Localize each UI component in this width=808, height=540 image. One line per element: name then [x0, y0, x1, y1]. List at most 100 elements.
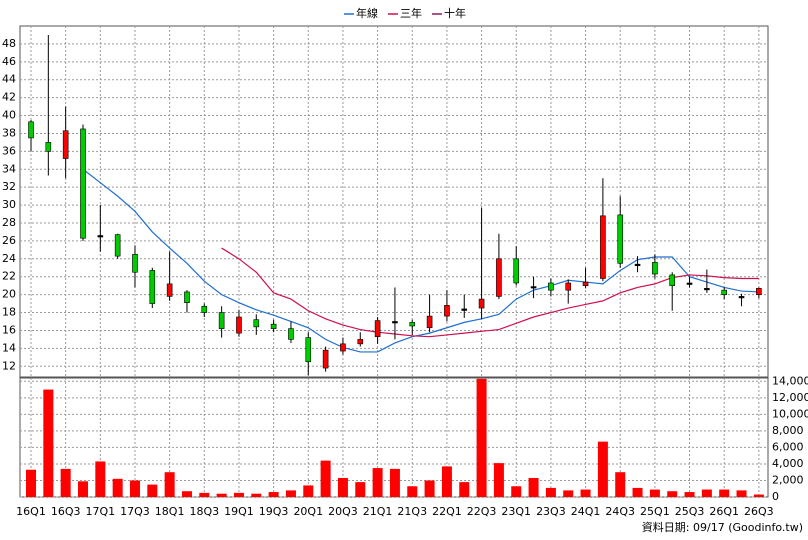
y-tick-label: 14	[2, 341, 16, 354]
y-tick-label: 28	[2, 216, 16, 229]
x-tick-label: 16Q1	[16, 505, 46, 518]
candle-body	[738, 296, 745, 299]
legend-label: 十年	[444, 6, 466, 20]
volume-bar	[199, 492, 210, 497]
candle-body	[530, 286, 537, 289]
candle-body	[565, 282, 572, 291]
volume-bar	[233, 492, 244, 497]
volume-bar	[441, 466, 452, 497]
x-tick-label: 18Q3	[189, 505, 219, 518]
candle-body	[461, 308, 468, 311]
x-tick-label: 18Q1	[155, 505, 185, 518]
candle-body	[600, 215, 606, 279]
candle-body	[357, 339, 364, 345]
volume-bar	[285, 490, 296, 497]
x-tick-label: 25Q1	[640, 505, 670, 518]
candle-body	[97, 235, 104, 238]
candle-body	[756, 288, 762, 295]
candle-body	[305, 337, 312, 363]
candle-body	[374, 320, 381, 338]
volume-tick-label: 2,000	[772, 473, 804, 486]
candle-body	[201, 305, 208, 313]
candle-body	[132, 254, 138, 273]
volume-bar	[615, 472, 626, 497]
y-tick-label: 48	[2, 37, 16, 50]
volume-bar	[701, 489, 712, 497]
volume-bar	[372, 468, 383, 497]
x-tick-label: 25Q3	[675, 505, 705, 518]
volume-tick-label: 8,000	[772, 424, 804, 437]
candle-body	[634, 263, 641, 266]
volume-bar	[459, 482, 470, 497]
candle-body	[548, 282, 554, 291]
volume-bar	[251, 493, 262, 497]
y-tick-label: 36	[2, 144, 16, 157]
volume-bar	[164, 472, 175, 497]
x-tick-label: 16Q3	[51, 505, 81, 518]
candle-body	[582, 281, 589, 286]
volume-bar	[719, 489, 730, 497]
volume-bar	[424, 480, 435, 497]
candle-body	[704, 288, 710, 291]
candle-body	[513, 258, 520, 284]
candle-body	[270, 323, 277, 329]
volume-bar	[597, 441, 608, 497]
volume-bar	[112, 478, 123, 497]
volume-bar	[389, 468, 400, 497]
x-tick-label: 22Q1	[432, 505, 462, 518]
volume-bar	[43, 389, 54, 497]
volume-tick-label: 4,000	[772, 457, 804, 470]
candle-body	[114, 234, 121, 257]
candle-body	[80, 128, 86, 239]
volume-tick-label: 6,000	[772, 440, 804, 453]
candle-body	[652, 262, 658, 275]
candle-body	[288, 328, 294, 340]
volume-bar	[684, 492, 695, 497]
volume-bar	[545, 487, 556, 497]
volume-bar	[753, 494, 764, 497]
x-tick-label: 24Q1	[571, 505, 601, 518]
candle-body	[236, 316, 242, 334]
volume-bar	[736, 490, 747, 497]
volume-bar	[60, 468, 71, 497]
volume-bar	[355, 482, 366, 497]
volume-tick-label: 0	[772, 490, 779, 503]
volume-bar	[667, 491, 678, 497]
y-tick-label: 46	[2, 55, 16, 68]
volume-bar	[216, 493, 227, 497]
candle-body	[409, 322, 416, 327]
y-tick-label: 40	[2, 109, 16, 122]
y-tick-label: 18	[2, 306, 16, 319]
candle-body	[149, 270, 156, 304]
y-tick-label: 24	[2, 252, 16, 265]
candle-body	[721, 289, 728, 295]
y-tick-label: 12	[2, 359, 16, 372]
candle-body	[444, 305, 450, 317]
candle-body	[478, 298, 485, 309]
x-tick-label: 21Q3	[397, 505, 427, 518]
candle-body	[45, 142, 52, 152]
volume-bar	[147, 484, 158, 497]
ma-line	[82, 168, 759, 353]
volume-tick-label: 10,000	[772, 407, 808, 420]
y-tick-label: 32	[2, 180, 16, 193]
x-tick-label: 19Q1	[224, 505, 254, 518]
candle-body	[392, 321, 398, 324]
volume-bar	[407, 486, 418, 497]
legend-label: 年線	[356, 6, 378, 20]
volume-bar	[181, 491, 192, 497]
x-tick-label: 26Q3	[744, 505, 774, 518]
volume-bar	[337, 477, 348, 497]
volume-bar	[26, 469, 36, 497]
candle-body	[166, 283, 173, 297]
ma-line	[221, 247, 759, 338]
volume-tick-label: 12,000	[772, 391, 808, 404]
volume-bar	[476, 378, 487, 497]
candle-body	[340, 343, 346, 352]
candle-body	[496, 258, 502, 297]
candle-body	[426, 315, 433, 329]
price-panel	[19, 25, 769, 378]
candle-body	[62, 130, 69, 159]
y-tick-label: 16	[2, 323, 16, 336]
volume-bar	[493, 463, 504, 497]
